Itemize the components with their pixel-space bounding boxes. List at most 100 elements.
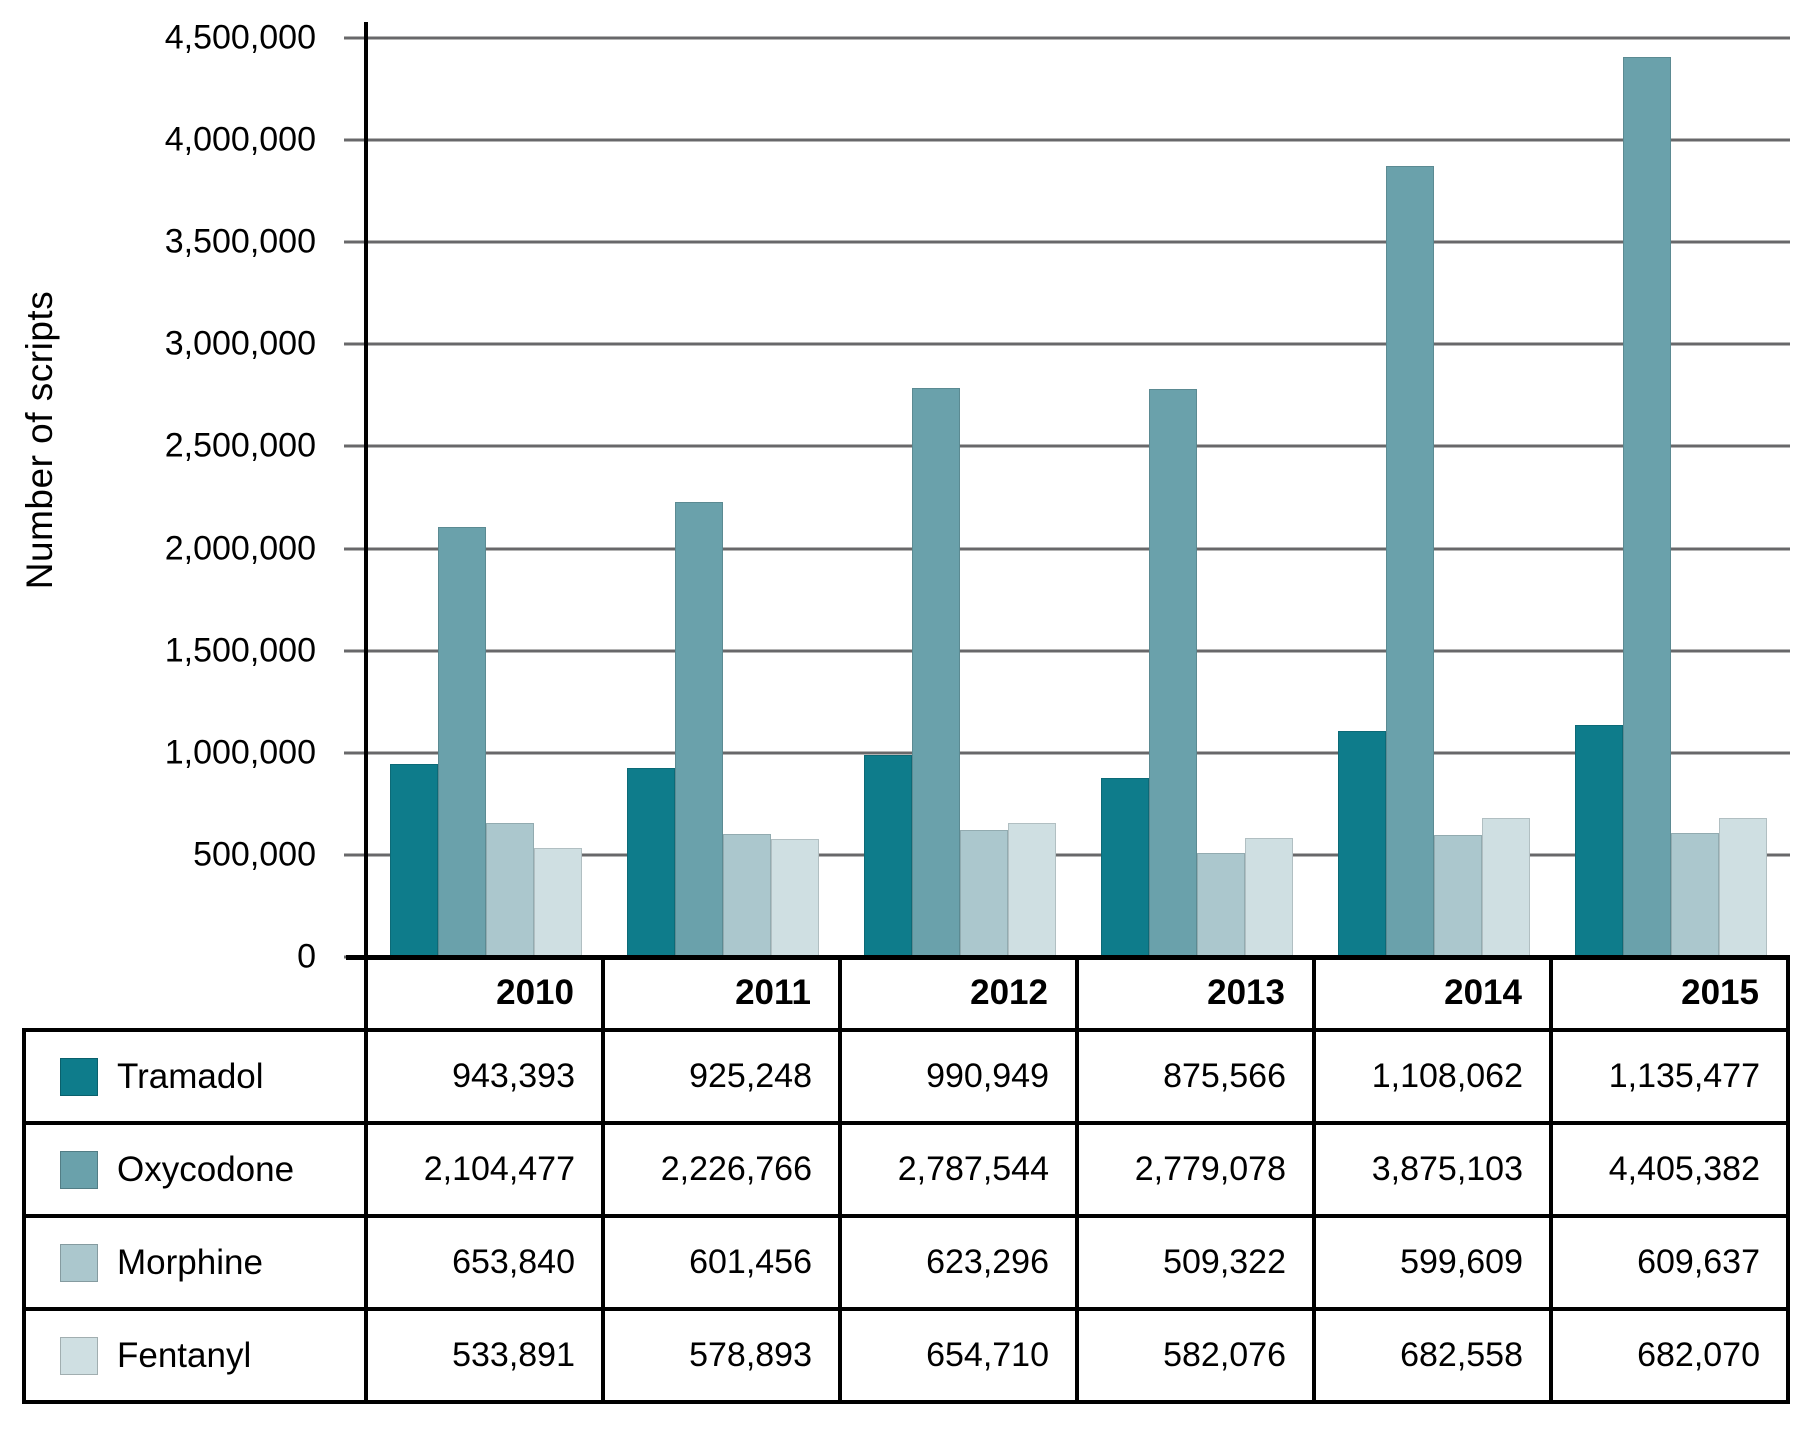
bar-tramadol-2010	[390, 764, 438, 957]
axis-tick	[344, 36, 368, 40]
table-row-morphine: Morphine 653,840 601,456 623,296 509,322 599,…	[22, 1218, 1790, 1311]
legend-label-morphine: Morphine	[117, 1242, 263, 1282]
bar-fentanyl-2011	[771, 838, 819, 957]
axis-tick	[344, 342, 368, 346]
value-cell-tramadol-2010: 943,393	[368, 1032, 605, 1121]
bar-oxycodone-2012	[912, 387, 960, 957]
year-header-cell-2015: 2015	[1553, 958, 1790, 1028]
year-header-cell-2010: 2010	[364, 958, 605, 1028]
legend-swatch-tramadol	[60, 1057, 98, 1096]
bar-tramadol-2013	[1101, 778, 1149, 957]
axis-tick	[344, 649, 368, 653]
axis-tick	[344, 138, 368, 142]
axis-tick	[344, 444, 368, 448]
bar-groups	[368, 38, 1790, 957]
bar-tramadol-2011	[627, 768, 675, 957]
y-axis-tick-labels: 0 500,000 1,000,000 1,500,000 2,000,000 2,500…	[0, 19, 316, 976]
y-axis-tick-label: 1,500,000	[164, 631, 316, 670]
table-header-spacer	[22, 958, 364, 1028]
bar-oxycodone-2013	[1149, 389, 1197, 957]
value-cell-fentanyl-2011: 578,893	[605, 1311, 842, 1400]
y-axis-tick-label: 3,000,000	[164, 324, 316, 363]
bar-morphine-2014	[1434, 834, 1482, 957]
value-cell-tramadol-2011: 925,248	[605, 1032, 842, 1121]
bar-morphine-2011	[723, 834, 771, 957]
bar-tramadol-2015	[1575, 725, 1623, 957]
bar-group-2011	[605, 38, 842, 957]
bar-fentanyl-2010	[534, 847, 582, 957]
legend-swatch-morphine	[60, 1243, 98, 1282]
value-cell-fentanyl-2013: 582,076	[1079, 1311, 1316, 1400]
y-axis-tick-label: 2,000,000	[164, 529, 316, 568]
table-row-oxycodone: Oxycodone 2,104,477 2,226,766 2,787,544 2,77…	[22, 1125, 1790, 1218]
bar-oxycodone-2015	[1623, 57, 1671, 957]
legend-cell-oxycodone: Oxycodone	[22, 1125, 368, 1214]
value-cell-tramadol-2014: 1,108,062	[1316, 1032, 1553, 1121]
bar-morphine-2013	[1197, 853, 1245, 957]
year-header-cell-2012: 2012	[842, 958, 1079, 1028]
y-axis-tick-label: 3,500,000	[164, 222, 316, 261]
legend-swatch-fentanyl	[60, 1336, 98, 1375]
axis-tick	[344, 547, 368, 551]
legend-swatch-oxycodone	[60, 1150, 98, 1189]
y-axis-tick-label: 4,500,000	[164, 18, 316, 57]
bar-fentanyl-2015	[1719, 817, 1767, 957]
table-row-tramadol: Tramadol 943,393 925,248 990,949 875,566 1,10…	[22, 1032, 1790, 1125]
bar-oxycodone-2014	[1386, 165, 1434, 957]
value-cell-fentanyl-2010: 533,891	[368, 1311, 605, 1400]
gridline	[368, 547, 1790, 551]
value-cell-morphine-2015: 609,637	[1553, 1218, 1790, 1307]
bar-tramadol-2014	[1338, 730, 1386, 957]
value-cell-oxycodone-2015: 4,405,382	[1553, 1125, 1790, 1214]
value-cell-morphine-2012: 623,296	[842, 1218, 1079, 1307]
year-header-cell-2011: 2011	[605, 958, 842, 1028]
gridline	[368, 240, 1790, 244]
bar-group-2015	[1553, 38, 1790, 957]
y-axis-tick-label: 500,000	[193, 835, 316, 874]
y-axis-tick-label: 0	[297, 937, 316, 976]
gridline	[368, 853, 1790, 857]
legend-cell-fentanyl: Fentanyl	[22, 1311, 368, 1400]
axis-tick	[344, 751, 368, 755]
value-cell-fentanyl-2015: 682,070	[1553, 1311, 1790, 1400]
value-cell-tramadol-2012: 990,949	[842, 1032, 1079, 1121]
value-cell-oxycodone-2011: 2,226,766	[605, 1125, 842, 1214]
value-cell-oxycodone-2013: 2,779,078	[1079, 1125, 1316, 1214]
y-axis-line	[364, 22, 368, 958]
bar-group-2014	[1316, 38, 1553, 957]
year-header-cell-2013: 2013	[1079, 958, 1316, 1028]
value-cell-morphine-2011: 601,456	[605, 1218, 842, 1307]
bar-group-2010	[368, 38, 605, 957]
gridline	[368, 649, 1790, 653]
gridline	[368, 138, 1790, 142]
value-cell-oxycodone-2014: 3,875,103	[1316, 1125, 1553, 1214]
legend-cell-morphine: Morphine	[22, 1218, 368, 1307]
bar-morphine-2010	[486, 823, 534, 957]
bar-fentanyl-2012	[1008, 823, 1056, 957]
y-axis-tick-label: 4,000,000	[164, 120, 316, 159]
value-cell-oxycodone-2012: 2,787,544	[842, 1125, 1079, 1214]
gridline	[368, 36, 1790, 40]
value-cell-oxycodone-2010: 2,104,477	[368, 1125, 605, 1214]
value-cell-morphine-2014: 599,609	[1316, 1218, 1553, 1307]
value-cell-morphine-2013: 509,322	[1079, 1218, 1316, 1307]
bar-group-2013	[1079, 38, 1316, 957]
legend-label-oxycodone: Oxycodone	[117, 1149, 295, 1189]
value-cell-fentanyl-2012: 654,710	[842, 1311, 1079, 1400]
value-cell-tramadol-2015: 1,135,477	[1553, 1032, 1790, 1121]
value-cell-fentanyl-2014: 682,558	[1316, 1311, 1553, 1400]
gridline	[368, 444, 1790, 448]
legend-label-tramadol: Tramadol	[117, 1056, 264, 1096]
bar-morphine-2012	[960, 829, 1008, 957]
gridline	[368, 342, 1790, 346]
gridline	[368, 751, 1790, 755]
year-header-cell-2014: 2014	[1316, 958, 1553, 1028]
value-cell-tramadol-2013: 875,566	[1079, 1032, 1316, 1121]
x-axis-line	[346, 955, 1790, 960]
value-cell-morphine-2010: 653,840	[368, 1218, 605, 1307]
bar-fentanyl-2013	[1245, 838, 1293, 957]
table-header-row: 2010 2011 2012 2013 2014 2015	[22, 958, 1790, 1032]
table-row-fentanyl: Fentanyl 533,891 578,893 654,710 582,076 682,…	[22, 1311, 1790, 1404]
bar-oxycodone-2010	[438, 527, 486, 957]
legend-cell-tramadol: Tramadol	[22, 1032, 368, 1121]
